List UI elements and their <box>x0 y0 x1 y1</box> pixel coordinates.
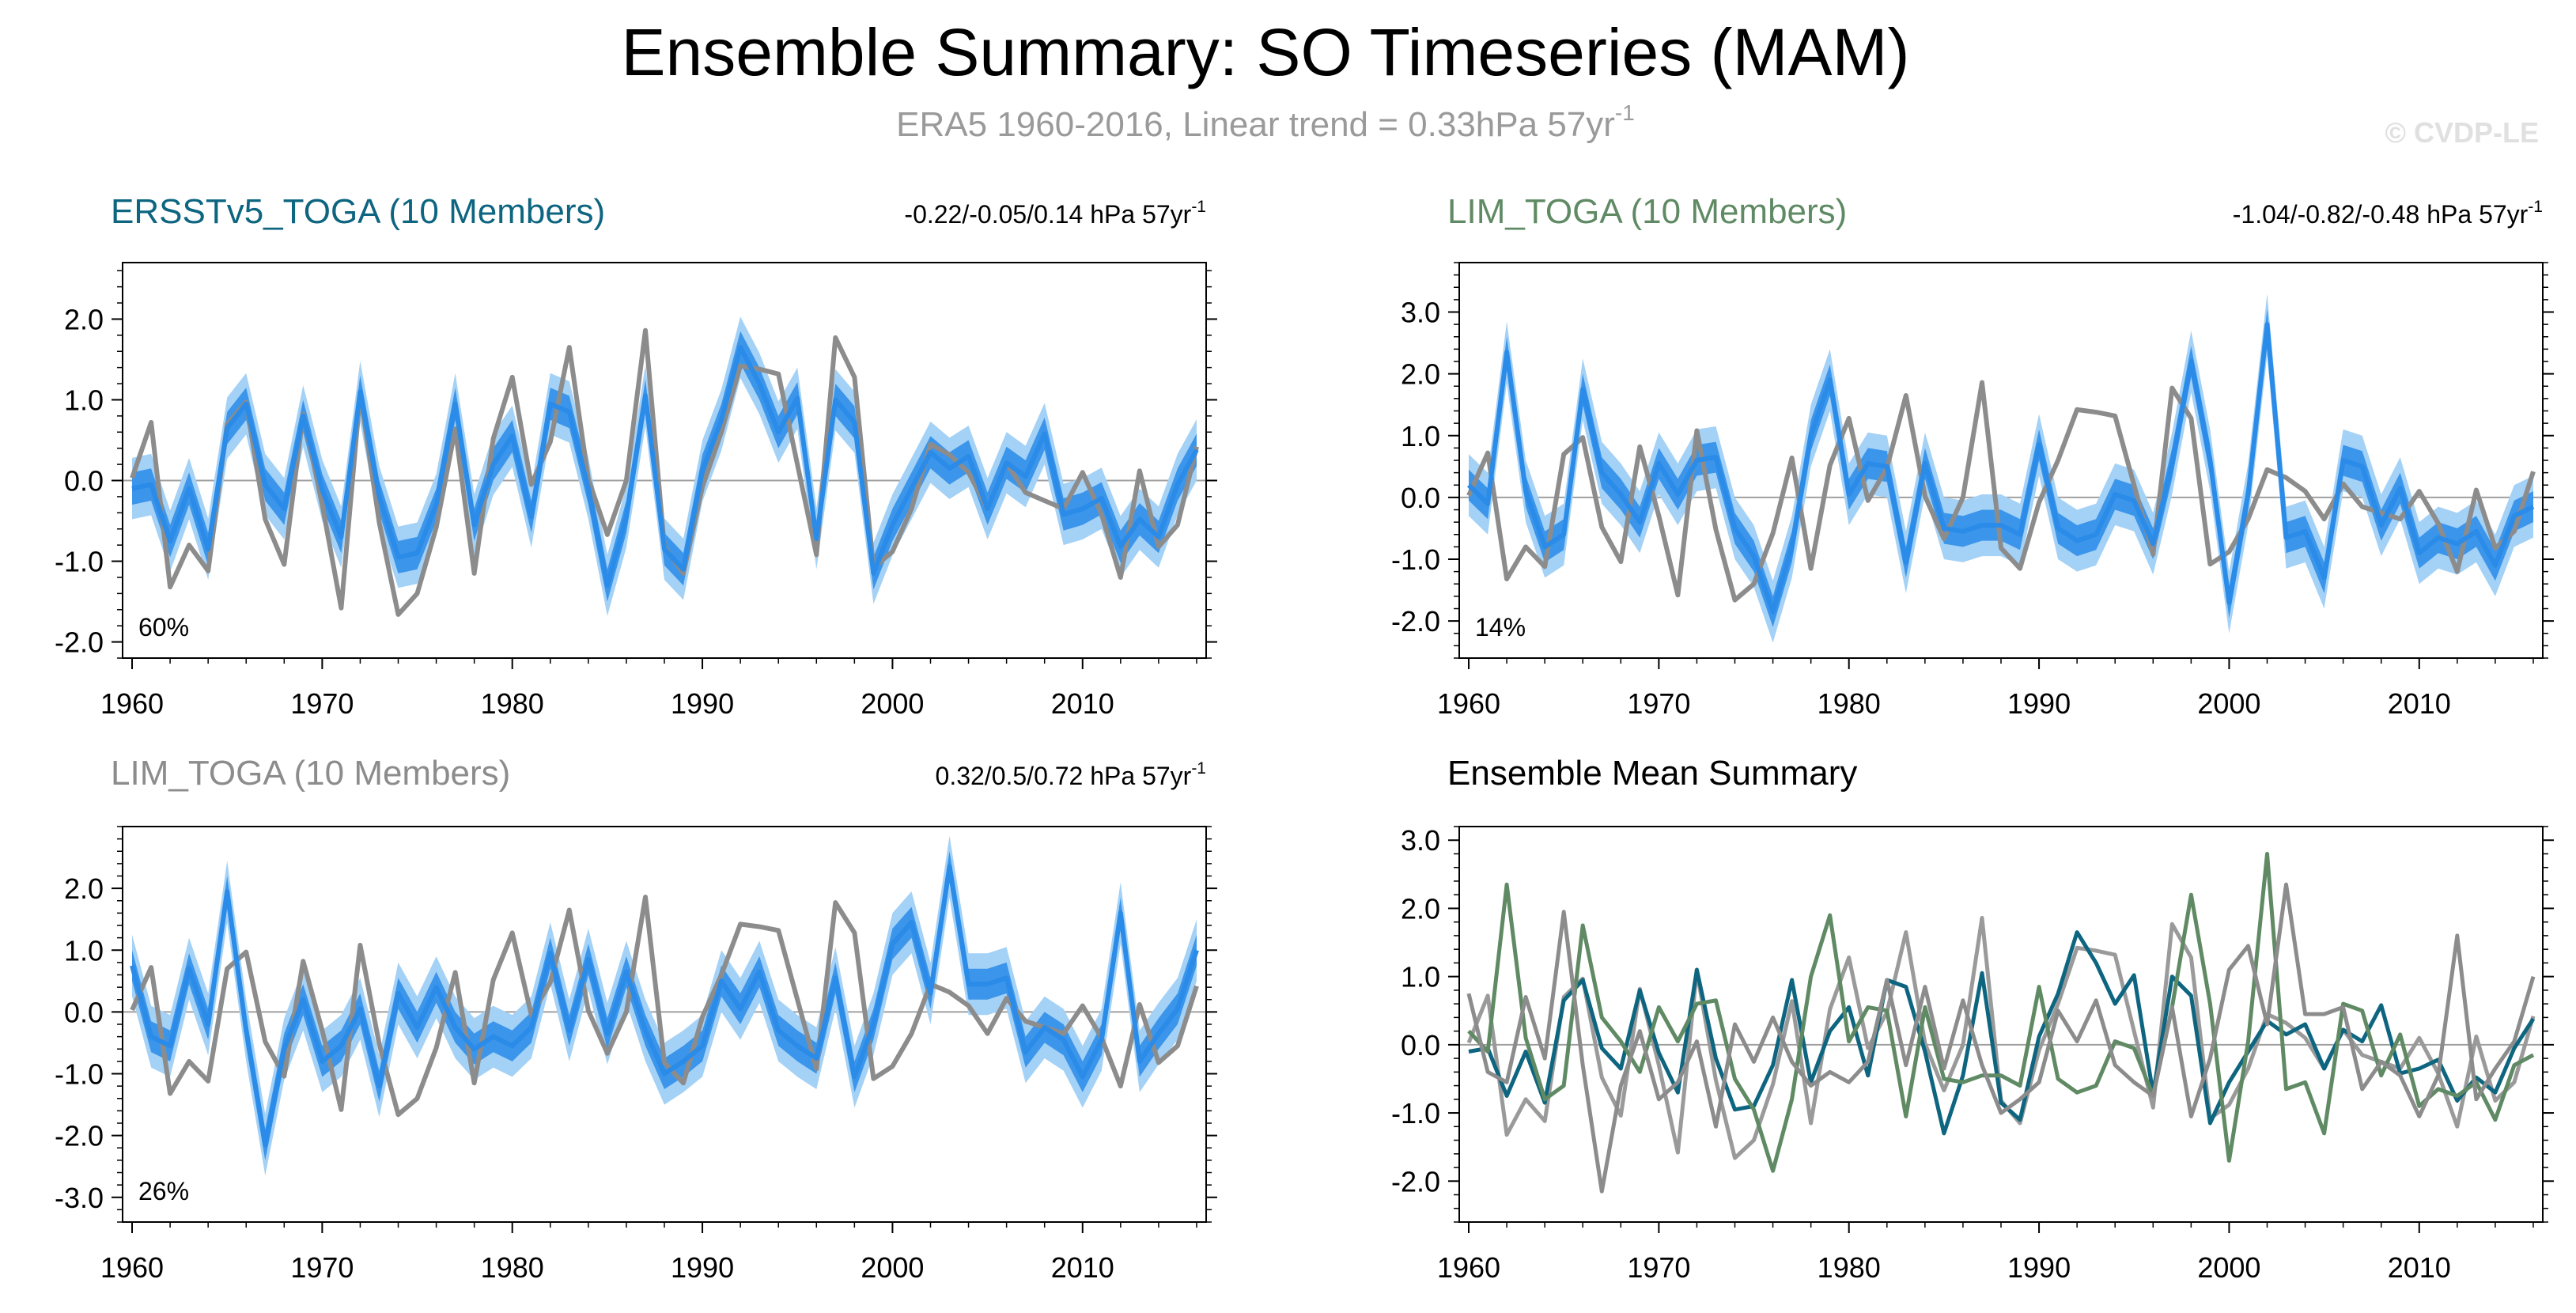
p2-inner-band <box>1469 308 2533 627</box>
p3-ytick-label-3: 0.0 <box>64 996 104 1028</box>
panel-lim-gray: LIM_TOGA (10 Members) 0.32/0.5/0.72 hPa … <box>55 754 1217 1284</box>
p2-ytick-label-4: 2.0 <box>1401 358 1440 391</box>
p3-xtick-label-3: 1990 <box>671 1251 734 1284</box>
figure-subtitle: ERA5 1960-2016, Linear trend = 0.33hPa 5… <box>896 100 1635 144</box>
p3-plot-area <box>123 835 1206 1176</box>
p2-xtick-label-3: 1990 <box>2007 687 2071 720</box>
p4-xtick-label-2: 1980 <box>1818 1251 1881 1284</box>
p3-percent-label: 26% <box>138 1177 189 1205</box>
p2-ytick-label-0: -2.0 <box>1391 605 1440 638</box>
p1-ensemble-mean-line <box>131 345 1199 588</box>
p4-ytick-label-3: 1.0 <box>1401 961 1440 993</box>
p3-observed-line <box>130 895 1199 1118</box>
p4-ytick-label-5: 3.0 <box>1401 824 1440 857</box>
panel-lim-green-plot: -2.0 -1.0 0.0 1.0 2.0 3.0 1960 1970 1980 1990 2000… <box>1391 262 2554 720</box>
p3-xtick-label-0: 1960 <box>100 1251 164 1284</box>
p2-outer-band <box>1469 293 2533 643</box>
panel-lim-green-trend-exponent: -1 <box>2528 198 2543 216</box>
p2-percent-label: 14% <box>1475 613 1526 641</box>
panel-ensemble-mean: Ensemble Mean Summary -2.0 -1.0 0.0 1.0 2.0 3… <box>1391 754 2554 1284</box>
panel-ersst-trend: -0.22/-0.05/0.14 hPa 57yr-1 <box>904 198 1206 229</box>
p4-ytick-label-1: -1.0 <box>1391 1097 1440 1129</box>
p3-ytick-label-2: -1.0 <box>55 1058 104 1091</box>
p2-ytick-label-3: 1.0 <box>1401 420 1440 452</box>
panel-ersst-trend-text: -0.22/-0.05/0.14 hPa 57yr <box>904 200 1191 229</box>
p4-series-line-1 <box>1468 930 2536 1136</box>
p1-xtick-label-3: 1990 <box>671 687 734 720</box>
figure-subtitle-exponent: -1 <box>1615 100 1635 125</box>
p2-ensemble-mean-line <box>1466 322 2535 615</box>
panel-ersst-plot: -2.0 -1.0 0.0 1.0 2.0 1960 1970 1980 1990 2000 201… <box>55 262 1217 720</box>
p1-xtick-label-5: 2010 <box>1051 687 1114 720</box>
p3-ytick-label-5: 2.0 <box>64 872 104 905</box>
panel-ersst-title: ERSSTv5_TOGA (10 Members) <box>111 192 605 231</box>
p2-frame <box>1458 262 2544 659</box>
panel-ensemble-mean-plot: -2.0 -1.0 0.0 1.0 2.0 3.0 1960 1970 1980 1990 2000… <box>1391 824 2554 1284</box>
watermark: © CVDP-LE <box>2385 116 2539 149</box>
p4-xtick-label-3: 1990 <box>2007 1251 2071 1284</box>
p2-xtick-label-5: 2010 <box>2388 687 2451 720</box>
p1-xtick-label-4: 2000 <box>861 687 924 720</box>
p1-ytick-label-1: -1.0 <box>55 546 104 578</box>
p4-xtick-label-0: 1960 <box>1437 1251 1500 1284</box>
p4-series-line-3 <box>1466 882 2536 1194</box>
p1-plot-area <box>123 316 1206 617</box>
p2-ytick-label-1: -1.0 <box>1391 543 1440 576</box>
p3-ytick-label-1: -2.0 <box>55 1120 104 1152</box>
p4-xtick-label-1: 1970 <box>1627 1251 1690 1284</box>
p4-xtick-label-4: 2000 <box>2197 1251 2260 1284</box>
panel-ersst: ERSSTv5_TOGA (10 Members) -0.22/-0.05/0.… <box>55 192 1217 720</box>
p1-percent-label: 60% <box>138 613 189 641</box>
p2-xtick-label-1: 1970 <box>1627 687 1690 720</box>
p4-xtick-label-5: 2010 <box>2388 1251 2451 1284</box>
p1-xtick-label-2: 1980 <box>481 687 544 720</box>
p2-xtick-label-0: 1960 <box>1437 687 1500 720</box>
p2-plot-area <box>1459 293 2543 643</box>
p3-xtick-label-1: 1970 <box>290 1251 354 1284</box>
p3-ensemble-mean-line <box>130 864 1199 1148</box>
p1-ytick-label-4: 2.0 <box>64 303 104 335</box>
p4-ytick-label-0: -2.0 <box>1391 1165 1440 1198</box>
p3-outer-band <box>132 835 1197 1176</box>
figure-subtitle-text: ERA5 1960-2016, Linear trend = 0.33hPa 5… <box>896 105 1615 144</box>
panel-lim-gray-plot: -3.0 -2.0 -1.0 0.0 1.0 2.0 1960 1970 1980 1990 200… <box>55 826 1217 1284</box>
p4-plot-area <box>1459 852 2543 1194</box>
p4-ytick-label-2: 0.0 <box>1401 1029 1440 1061</box>
p2-xtick-label-2: 1980 <box>1818 687 1881 720</box>
panel-ensemble-mean-title: Ensemble Mean Summary <box>1447 754 1857 793</box>
p4-ytick-label-4: 2.0 <box>1401 892 1440 925</box>
p4-series-line-2 <box>1467 852 2535 1173</box>
p2-ytick-label-5: 3.0 <box>1401 297 1440 329</box>
p3-ytick-label-0: -3.0 <box>55 1182 104 1214</box>
panel-lim-green-trend-text: -1.04/-0.82/-0.48 hPa 57yr <box>2233 200 2529 229</box>
p3-xtick-label-2: 1980 <box>481 1251 544 1284</box>
panel-lim-green-trend: -1.04/-0.82/-0.48 hPa 57yr-1 <box>2233 198 2543 229</box>
p1-xtick-label-1: 1970 <box>290 687 354 720</box>
p3-xtick-label-5: 2010 <box>1051 1251 1114 1284</box>
p1-ytick-label-0: -2.0 <box>55 626 104 659</box>
panel-lim-gray-trend: 0.32/0.5/0.72 hPa 57yr-1 <box>936 759 1206 790</box>
figure-title: Ensemble Summary: SO Timeseries (MAM) <box>622 15 1910 89</box>
p2-observed-line <box>1466 380 2536 603</box>
panel-lim-gray-trend-text: 0.32/0.5/0.72 hPa 57yr <box>936 762 1192 790</box>
panel-lim-gray-title: LIM_TOGA (10 Members) <box>111 754 510 793</box>
p4-frame <box>1458 826 2544 1223</box>
p2-xtick-label-4: 2000 <box>2197 687 2260 720</box>
p2-ytick-label-2: 0.0 <box>1401 482 1440 514</box>
panel-lim-green-title: LIM_TOGA (10 Members) <box>1447 192 1847 231</box>
p3-xtick-label-4: 2000 <box>861 1251 924 1284</box>
p1-ytick-label-2: 0.0 <box>64 465 104 498</box>
panel-lim-gray-trend-exponent: -1 <box>1191 759 1206 778</box>
panel-lim-green: LIM_TOGA (10 Members) -1.04/-0.82/-0.48 … <box>1391 192 2554 720</box>
p1-ytick-label-3: 1.0 <box>64 384 104 416</box>
panel-ersst-trend-exponent: -1 <box>1191 198 1206 216</box>
p3-ytick-label-4: 1.0 <box>64 934 104 967</box>
p1-xtick-label-0: 1960 <box>100 687 164 720</box>
